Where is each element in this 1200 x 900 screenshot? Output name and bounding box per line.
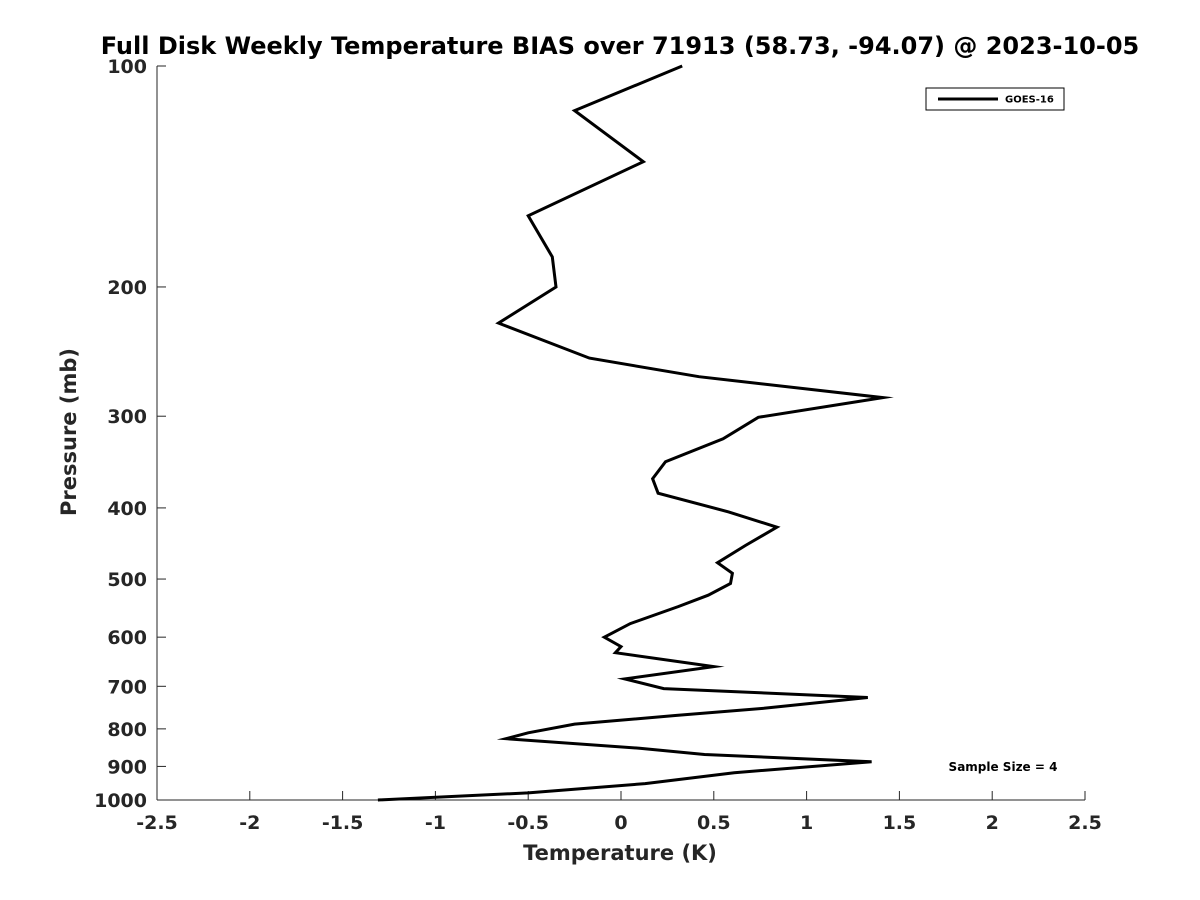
y-tick-label: 100 [107, 56, 147, 78]
series-line-goes-16 [377, 64, 894, 802]
legend: GOES-16 [925, 87, 1065, 111]
x-axis-label: Temperature (K) [523, 841, 717, 865]
x-tick-label: 1 [800, 812, 813, 834]
x-tick-label: -1 [425, 812, 446, 834]
x-tick-label: 0.5 [697, 812, 731, 834]
y-axis-label: Pressure (mb) [57, 348, 81, 516]
y-axis-ticks: 100 200 300 400 500 600 700 800 900 1000 [94, 56, 166, 812]
y-tick-label: 500 [107, 569, 147, 591]
y-tick-label: 700 [107, 676, 147, 698]
x-tick-label: -2 [239, 812, 260, 834]
series-layer [377, 64, 894, 802]
y-tick-label: 300 [107, 406, 147, 428]
x-axis-ticks: -2.5 -2 -1.5 -1 -0.5 0 0.5 1 1.5 2 2.5 [136, 791, 1102, 834]
y-tick-label: 800 [107, 719, 147, 741]
x-tick-label: -2.5 [136, 812, 178, 834]
y-tick-label: 200 [107, 277, 147, 299]
chart-title: Full Disk Weekly Temperature BIAS over 7… [101, 32, 1140, 60]
x-tick-label: 0 [614, 812, 627, 834]
y-tick-label: 900 [107, 756, 147, 778]
x-tick-label: 2.5 [1068, 812, 1102, 834]
x-tick-label: 2 [986, 812, 999, 834]
x-tick-label: 1.5 [883, 812, 917, 834]
y-tick-label: 1000 [94, 790, 147, 812]
legend-label-goes-16: GOES-16 [1005, 95, 1054, 106]
y-tick-label: 600 [107, 627, 147, 649]
x-tick-label: -0.5 [507, 812, 549, 834]
x-tick-label: -1.5 [322, 812, 364, 834]
sample-size-annotation: Sample Size = 4 [949, 760, 1058, 774]
y-tick-label: 400 [107, 498, 147, 520]
plot-axes [156, 66, 1085, 801]
